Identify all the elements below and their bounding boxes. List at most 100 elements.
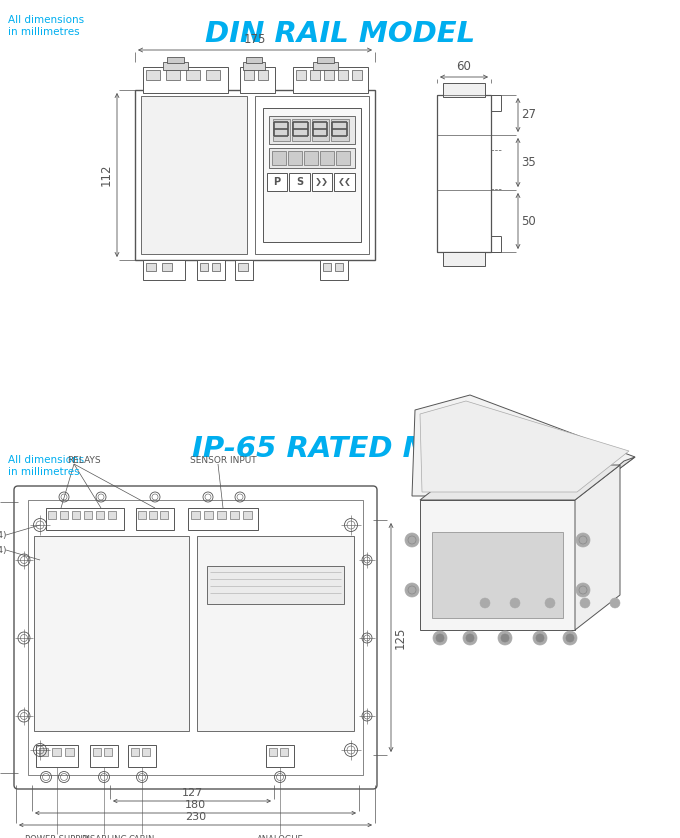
Bar [143,67,228,93]
Bar [240,67,275,93]
Bar [39,748,48,756]
Bar [273,119,290,141]
Circle shape [566,634,574,642]
Bar [323,263,331,271]
Bar [313,62,338,70]
Bar [230,511,239,519]
Bar [131,748,139,756]
Bar [280,748,288,756]
Bar [269,148,355,168]
Bar [335,173,355,191]
Bar [90,745,118,767]
Bar [136,508,174,530]
Circle shape [576,533,590,547]
Bar [28,500,363,775]
Bar [269,748,277,756]
Bar [128,745,156,767]
Text: 60: 60 [456,60,471,73]
Bar [141,96,247,254]
Circle shape [576,583,590,597]
Bar [267,173,287,191]
Bar [293,67,368,93]
Text: Ø 7 (x4): Ø 7 (x4) [0,530,6,540]
Text: ❮❮: ❮❮ [338,178,352,187]
Bar [254,96,369,254]
Bar [197,260,225,280]
Bar [186,70,200,80]
Bar [312,119,329,141]
Bar [149,511,157,519]
Circle shape [501,634,509,642]
Text: ANALOGUE
OUTPUT: ANALOGUE OUTPUT [256,835,303,838]
Circle shape [466,634,474,642]
Polygon shape [420,465,620,500]
Circle shape [436,634,444,642]
Text: DISABLING
INPUT: DISABLING INPUT [81,835,127,838]
Bar [262,108,361,242]
Text: POWER SUPPLY: POWER SUPPLY [25,835,89,838]
Bar [336,151,350,165]
Bar [235,260,253,280]
Bar [166,70,180,80]
Circle shape [533,631,547,645]
Text: DIN RAIL MODEL: DIN RAIL MODEL [205,20,475,48]
Circle shape [405,533,419,547]
Circle shape [463,631,477,645]
Bar [246,57,262,63]
Bar [93,748,101,756]
Bar [72,511,80,519]
Circle shape [498,631,512,645]
Bar [310,70,320,80]
Circle shape [563,631,577,645]
Bar [443,252,485,266]
Bar [65,748,74,756]
Bar [217,511,226,519]
Text: 127: 127 [182,788,203,798]
Text: 35: 35 [521,156,536,169]
Bar [46,508,124,530]
Bar [52,748,61,756]
Bar [84,511,92,519]
Bar [143,260,185,280]
Bar [162,263,172,271]
Bar [146,263,156,271]
Bar [191,511,200,519]
Bar [317,57,334,63]
Circle shape [510,598,520,608]
FancyBboxPatch shape [14,486,377,789]
Bar [352,70,362,80]
Polygon shape [432,532,563,618]
Bar [243,511,252,519]
Bar [335,263,343,271]
Bar [197,536,354,731]
Bar [338,70,348,80]
Bar [60,511,68,519]
Polygon shape [575,465,620,630]
Bar [244,70,254,80]
Text: All dimensions
in millimetres: All dimensions in millimetres [8,15,84,37]
Bar [212,263,220,271]
Bar [269,116,355,144]
Bar [437,95,491,252]
Text: 125: 125 [394,626,407,649]
Circle shape [405,583,419,597]
Bar [288,151,302,165]
Bar [238,263,248,271]
Bar [138,511,146,519]
Text: 27: 27 [521,108,536,122]
Bar [289,173,310,191]
Bar [163,62,188,70]
Circle shape [480,598,490,608]
Text: All dimensions
in millimetres: All dimensions in millimetres [8,455,84,477]
Bar [320,260,348,280]
Bar [271,151,286,165]
Text: CABIN
INDICATOR
OUTPUT: CABIN INDICATOR OUTPUT [119,835,165,838]
Bar [135,90,375,260]
Bar [331,119,349,141]
Text: Ø 5 (x4): Ø 5 (x4) [0,546,6,555]
Text: RELAYS: RELAYS [67,456,101,464]
Bar [258,70,268,80]
Bar [188,508,258,530]
Text: 175: 175 [244,33,266,46]
Circle shape [433,631,447,645]
